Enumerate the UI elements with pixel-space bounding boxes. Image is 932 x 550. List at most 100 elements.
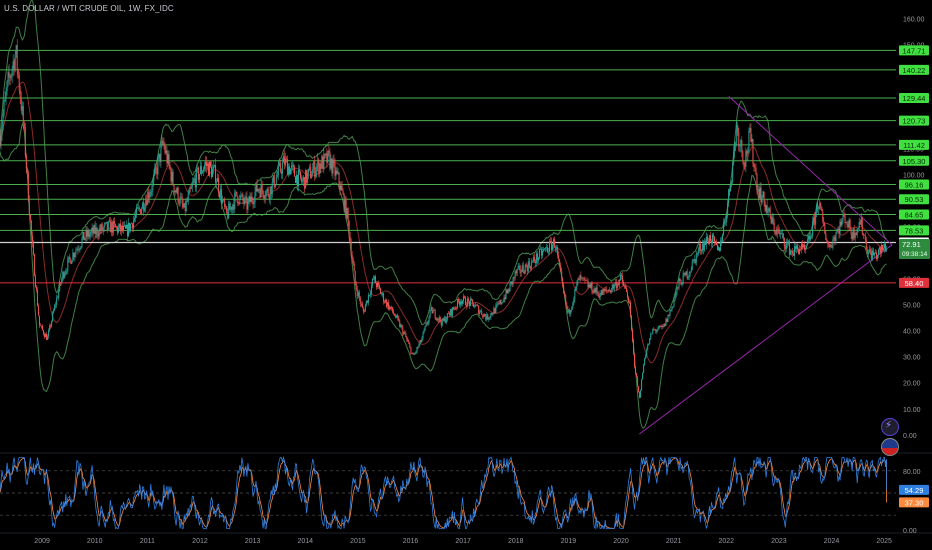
candle-body <box>266 188 268 191</box>
candle-body <box>458 301 460 305</box>
candle-body <box>289 168 291 175</box>
trend-line <box>728 96 893 246</box>
candle-body <box>372 278 374 280</box>
candle-body <box>483 313 485 317</box>
candle-body <box>569 309 571 314</box>
candle-body <box>527 261 529 272</box>
candle-body <box>854 233 856 239</box>
candle-body <box>488 318 490 320</box>
candle-body <box>245 196 247 198</box>
candle-body <box>143 202 145 211</box>
candle-body <box>788 241 790 255</box>
candle-body <box>754 167 756 168</box>
candle-body <box>642 373 644 380</box>
candle-body <box>461 301 463 304</box>
candle-body <box>707 240 709 244</box>
stoch-value-label: 37.30 <box>905 498 924 507</box>
stoch-value-bg <box>899 497 929 508</box>
candle-body <box>694 258 696 263</box>
trend-lines <box>639 96 893 435</box>
candle-body <box>801 243 803 250</box>
candle-body <box>490 313 492 318</box>
candle-body <box>839 221 841 234</box>
candle-body <box>339 183 341 190</box>
us-flag-icon[interactable] <box>881 438 899 456</box>
candle-body <box>760 187 762 203</box>
candle-body <box>442 318 444 321</box>
candle-body <box>472 299 474 303</box>
candle-body <box>538 249 540 258</box>
candle-body <box>251 196 253 202</box>
candle-body <box>814 217 816 225</box>
candle-body <box>183 203 185 208</box>
candle-body <box>231 206 233 211</box>
level-label-bg <box>899 277 929 288</box>
candle-body <box>22 106 24 124</box>
candle-body <box>496 304 498 306</box>
candle-body <box>560 265 562 272</box>
candle-body <box>540 248 542 256</box>
candle-body <box>122 225 124 231</box>
lightning-icon[interactable] <box>881 418 899 436</box>
candle-body <box>280 171 282 174</box>
candle-body <box>665 318 667 326</box>
candle-body <box>307 173 309 183</box>
candle-body <box>4 97 6 102</box>
candle-body <box>765 205 767 211</box>
candle-body <box>534 261 536 264</box>
candle-body <box>363 311 365 313</box>
candle-body <box>521 265 523 272</box>
candle-body <box>383 293 385 302</box>
candle-body <box>645 355 647 359</box>
level-label-bg <box>899 139 929 150</box>
candle-body <box>670 310 672 312</box>
candle-body <box>77 249 79 250</box>
candle-body <box>804 244 806 250</box>
candle-body <box>840 221 842 226</box>
candle-body <box>790 250 792 252</box>
candle-body <box>505 289 507 300</box>
candle-body <box>850 230 852 235</box>
candle-body <box>744 166 746 167</box>
candle-body <box>227 212 229 219</box>
candle-body <box>593 288 595 294</box>
candle-body <box>742 151 744 162</box>
candle-body <box>661 326 663 328</box>
candle-body <box>281 162 283 174</box>
candle-body <box>104 222 106 225</box>
candle-body <box>810 236 812 240</box>
candle-body <box>193 178 195 181</box>
candle-body <box>802 243 804 248</box>
candle-body <box>553 239 555 246</box>
candle-body <box>319 163 321 174</box>
candle-body <box>0 135 2 146</box>
candle-body <box>350 241 352 256</box>
x-tick-label: 2019 <box>561 538 577 545</box>
level-label: 111.42 <box>903 141 925 150</box>
candle-body <box>146 200 148 205</box>
candle-body <box>622 281 624 286</box>
candle-body <box>257 189 259 192</box>
candle-body <box>112 220 114 233</box>
candle-body <box>161 140 163 146</box>
candle-body <box>467 298 469 307</box>
candle-body <box>463 296 465 302</box>
candle-body <box>302 180 304 182</box>
x-tick-label: 2022 <box>718 538 734 545</box>
candle-body <box>212 169 214 177</box>
candle-body <box>728 189 730 203</box>
candle-body <box>388 302 390 310</box>
candle-body <box>320 163 322 169</box>
level-label-bg <box>899 209 929 220</box>
candle-body <box>111 222 113 233</box>
candle-body <box>572 303 574 308</box>
candle-body <box>313 161 315 170</box>
candle-body <box>380 288 382 294</box>
candle-body <box>588 284 590 288</box>
candle-body <box>184 203 186 212</box>
candle-body <box>598 293 600 298</box>
candle-body <box>249 196 251 203</box>
x-tick-label: 2013 <box>245 538 261 545</box>
last-price-label-bg <box>899 239 930 260</box>
